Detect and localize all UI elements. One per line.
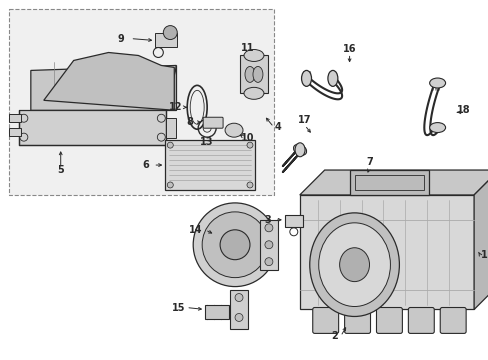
Bar — [299, 195, 473, 310]
Ellipse shape — [220, 230, 249, 260]
Ellipse shape — [429, 78, 445, 88]
Text: 10: 10 — [241, 133, 254, 143]
Bar — [205, 305, 228, 319]
Ellipse shape — [294, 143, 305, 157]
Polygon shape — [473, 170, 488, 310]
Text: 14: 14 — [188, 225, 202, 235]
Text: 8: 8 — [186, 117, 193, 127]
Polygon shape — [44, 53, 174, 110]
Ellipse shape — [193, 203, 276, 287]
Bar — [155, 32, 177, 46]
Ellipse shape — [157, 133, 165, 141]
Polygon shape — [31, 66, 176, 110]
Ellipse shape — [244, 50, 264, 62]
Bar — [9, 128, 21, 136]
Text: 2: 2 — [330, 332, 337, 341]
Text: 12: 12 — [168, 102, 182, 112]
Text: 3: 3 — [264, 215, 271, 225]
Ellipse shape — [246, 142, 252, 148]
Ellipse shape — [252, 67, 263, 82]
Polygon shape — [299, 170, 488, 195]
Ellipse shape — [163, 26, 177, 40]
Bar — [354, 175, 424, 190]
Ellipse shape — [264, 258, 272, 266]
Bar — [166, 118, 176, 138]
Bar — [240, 55, 267, 93]
Text: 18: 18 — [456, 105, 470, 115]
Ellipse shape — [264, 224, 272, 232]
Ellipse shape — [157, 114, 165, 122]
Text: 9: 9 — [117, 33, 123, 44]
Ellipse shape — [244, 67, 254, 82]
Ellipse shape — [202, 212, 267, 278]
Bar — [9, 114, 21, 122]
Ellipse shape — [20, 133, 28, 141]
Ellipse shape — [167, 182, 173, 188]
Text: 5: 5 — [57, 165, 64, 175]
Ellipse shape — [429, 123, 445, 132]
Bar — [165, 140, 254, 190]
Text: 13: 13 — [200, 137, 213, 147]
Ellipse shape — [293, 144, 306, 155]
FancyBboxPatch shape — [344, 307, 370, 333]
Ellipse shape — [224, 123, 243, 137]
Ellipse shape — [264, 241, 272, 249]
Text: 17: 17 — [297, 115, 311, 125]
Bar — [229, 289, 247, 329]
Text: 16: 16 — [342, 44, 356, 54]
Text: 6: 6 — [142, 160, 148, 170]
Ellipse shape — [318, 223, 389, 306]
Polygon shape — [166, 66, 176, 110]
Ellipse shape — [301, 71, 311, 86]
FancyBboxPatch shape — [312, 307, 338, 333]
Ellipse shape — [235, 314, 243, 321]
FancyBboxPatch shape — [407, 307, 433, 333]
Ellipse shape — [339, 248, 369, 282]
Bar — [349, 170, 428, 195]
FancyBboxPatch shape — [376, 307, 402, 333]
Text: 11: 11 — [241, 42, 254, 53]
Ellipse shape — [327, 71, 337, 86]
Ellipse shape — [167, 142, 173, 148]
Text: 1: 1 — [480, 250, 487, 260]
Ellipse shape — [246, 182, 252, 188]
FancyBboxPatch shape — [439, 307, 465, 333]
Ellipse shape — [309, 213, 399, 316]
FancyBboxPatch shape — [203, 117, 223, 128]
Text: 4: 4 — [274, 122, 281, 132]
Bar — [285, 215, 302, 227]
Ellipse shape — [244, 87, 264, 99]
Text: 15: 15 — [171, 302, 184, 312]
Bar — [19, 110, 166, 145]
Text: 7: 7 — [366, 157, 372, 167]
Bar — [260, 220, 277, 270]
Ellipse shape — [235, 293, 243, 302]
Bar — [9, 9, 273, 195]
Ellipse shape — [20, 114, 28, 122]
